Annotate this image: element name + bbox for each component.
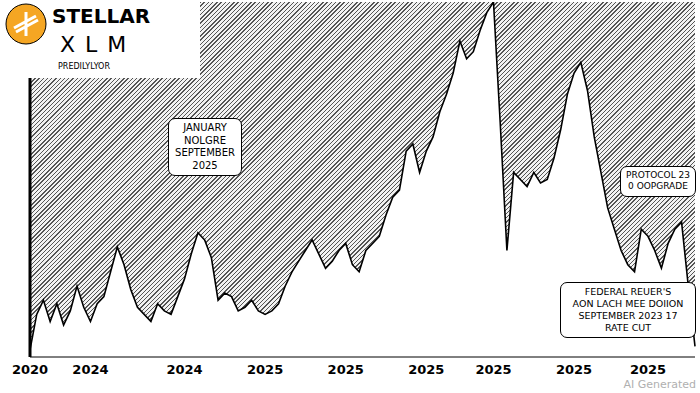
svg-text:2025: 2025 [556,362,592,377]
html-text:2025: 2025 [192,159,218,171]
svg-text:2024: 2024 [72,362,108,377]
html-text:NOLGRE: NOLGRE [184,134,226,146]
html-text:0 OOPGRADE: 0 OOPGRADE [628,181,688,192]
svg-text:2025: 2025 [475,362,511,377]
html-text:PROTOCOL 23: PROTOCOL 23 [626,170,690,180]
html-text:XLM: XLM [60,32,137,57]
svg-text:2025: 2025 [408,362,444,377]
html-text:RATE CUT: RATE CUT [604,321,652,333]
html-text:SEPTEMBER 2023 17: SEPTEMBER 2023 17 [578,309,678,321]
html-text:JANUARY: JANUARY [183,122,227,133]
svg-text:2024: 2024 [166,362,202,377]
html-text:PREDILYLYOR: PREDILYLYOR [58,62,110,71]
svg-text:2025: 2025 [328,362,364,377]
svg-text:2025: 2025 [630,362,666,377]
html-text:AON LACH MEE DOIION: AON LACH MEE DOIION [572,297,684,309]
html-text:AI Generated: AI Generated [623,378,696,391]
svg-text:2025: 2025 [247,362,283,377]
html-text:FEDERAL REUER'S: FEDERAL REUER'S [584,286,672,297]
html-text:STELLAR: STELLAR [52,4,151,28]
svg-text:2020: 2020 [12,362,48,377]
html-text:SEPTEMBER: SEPTEMBER [175,147,235,158]
